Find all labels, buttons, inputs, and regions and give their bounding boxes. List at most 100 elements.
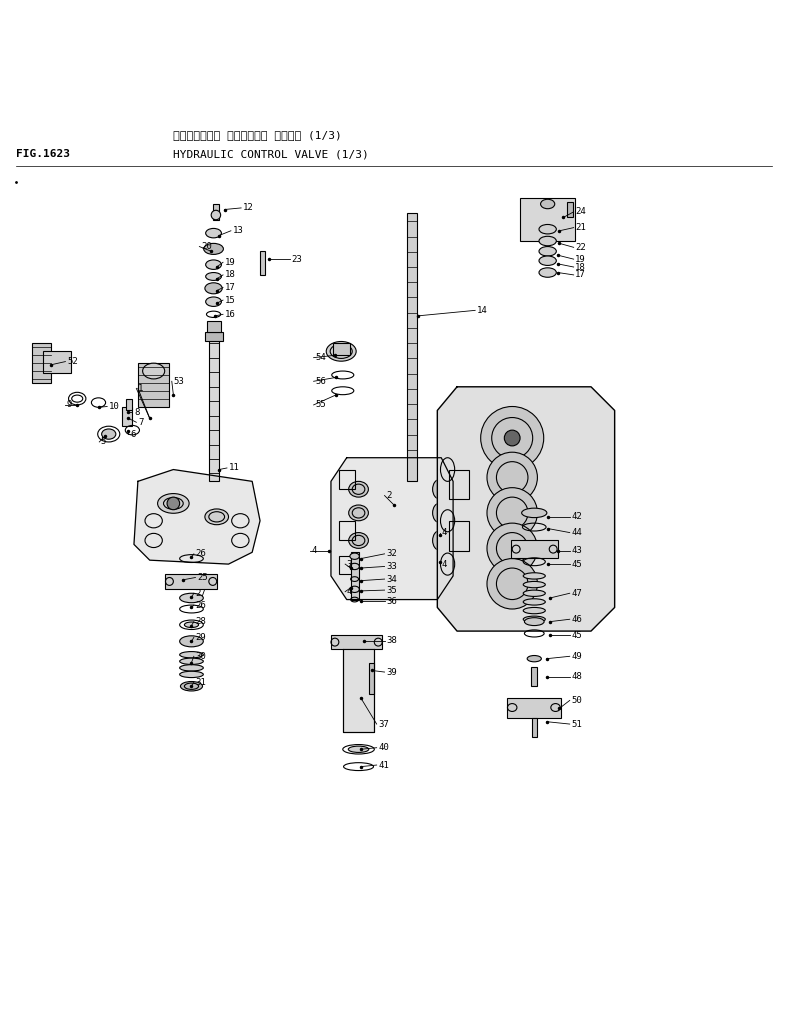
Ellipse shape xyxy=(539,236,556,245)
Ellipse shape xyxy=(539,256,556,266)
Ellipse shape xyxy=(102,429,116,439)
Ellipse shape xyxy=(541,199,555,209)
Ellipse shape xyxy=(539,224,556,234)
Text: 53: 53 xyxy=(173,377,184,386)
Text: 7: 7 xyxy=(138,418,143,427)
Circle shape xyxy=(487,452,537,503)
Bar xyxy=(122,406,132,426)
Text: 4: 4 xyxy=(311,546,317,556)
Ellipse shape xyxy=(180,682,203,691)
Polygon shape xyxy=(437,387,615,631)
Text: 12: 12 xyxy=(243,203,254,212)
Text: 56: 56 xyxy=(315,377,326,386)
Text: 45: 45 xyxy=(571,560,582,569)
Bar xyxy=(126,399,132,410)
Bar xyxy=(567,202,573,217)
Text: 51: 51 xyxy=(571,719,582,728)
Text: 1: 1 xyxy=(138,384,143,393)
Text: 14: 14 xyxy=(477,306,488,315)
Text: 4: 4 xyxy=(441,528,447,537)
Bar xyxy=(32,343,51,383)
Text: 48: 48 xyxy=(571,673,582,682)
Ellipse shape xyxy=(206,228,221,238)
Ellipse shape xyxy=(158,494,189,513)
Bar xyxy=(138,364,169,406)
Ellipse shape xyxy=(206,297,221,306)
Text: HYDRAULIC CONTROL VALVE (1/3): HYDRAULIC CONTROL VALVE (1/3) xyxy=(173,149,369,160)
Text: 17: 17 xyxy=(575,271,586,280)
Ellipse shape xyxy=(348,746,369,752)
Ellipse shape xyxy=(348,505,369,521)
Text: 5: 5 xyxy=(101,437,106,446)
Text: 8: 8 xyxy=(134,407,139,416)
Text: 23: 23 xyxy=(292,255,303,264)
Ellipse shape xyxy=(523,616,545,622)
Bar xyxy=(209,335,219,482)
Ellipse shape xyxy=(180,665,203,671)
Text: 18: 18 xyxy=(575,263,586,272)
Bar xyxy=(205,331,223,341)
Circle shape xyxy=(504,430,520,445)
Text: 41: 41 xyxy=(378,761,389,770)
Text: 3: 3 xyxy=(347,560,352,569)
Text: 47: 47 xyxy=(571,589,582,598)
Text: 33: 33 xyxy=(386,562,397,571)
Ellipse shape xyxy=(539,246,556,256)
Ellipse shape xyxy=(180,651,203,658)
Ellipse shape xyxy=(203,243,224,255)
Text: 52: 52 xyxy=(67,358,78,366)
Ellipse shape xyxy=(527,655,541,662)
Text: 4: 4 xyxy=(441,560,447,569)
Bar xyxy=(333,343,350,356)
Circle shape xyxy=(487,488,537,538)
Text: 34: 34 xyxy=(386,575,397,584)
Ellipse shape xyxy=(523,590,545,597)
Text: ハイドロリック コントロール バルブ゜ (1/3): ハイドロリック コントロール バルブ゜ (1/3) xyxy=(173,129,342,139)
Text: 6: 6 xyxy=(130,429,136,438)
Ellipse shape xyxy=(433,530,447,550)
Ellipse shape xyxy=(348,482,369,497)
Text: 10: 10 xyxy=(109,402,120,411)
Circle shape xyxy=(487,559,537,609)
Text: 29: 29 xyxy=(195,633,206,642)
Bar xyxy=(532,718,537,737)
Bar xyxy=(260,251,265,275)
Bar xyxy=(531,667,537,686)
Text: 42: 42 xyxy=(571,512,582,521)
Bar xyxy=(511,540,558,558)
Text: 46: 46 xyxy=(571,615,582,624)
Text: 19: 19 xyxy=(575,255,586,264)
Ellipse shape xyxy=(180,593,203,603)
Ellipse shape xyxy=(350,553,359,560)
Ellipse shape xyxy=(180,672,203,678)
Text: 27: 27 xyxy=(195,589,206,598)
Bar xyxy=(213,204,219,220)
Ellipse shape xyxy=(433,503,447,523)
Text: 11: 11 xyxy=(229,464,240,473)
Ellipse shape xyxy=(523,573,545,579)
Text: 25: 25 xyxy=(197,573,208,582)
Text: 26: 26 xyxy=(195,601,206,610)
Ellipse shape xyxy=(205,283,222,294)
Text: 38: 38 xyxy=(386,636,397,645)
Bar xyxy=(207,320,221,332)
Ellipse shape xyxy=(523,599,545,605)
Text: 22: 22 xyxy=(575,242,586,251)
Ellipse shape xyxy=(211,210,221,220)
Ellipse shape xyxy=(522,508,547,517)
Text: 43: 43 xyxy=(571,546,582,556)
Text: 26: 26 xyxy=(195,549,206,559)
Text: 24: 24 xyxy=(575,207,586,216)
Ellipse shape xyxy=(206,273,221,281)
Polygon shape xyxy=(134,470,260,565)
Circle shape xyxy=(487,523,537,574)
Text: 39: 39 xyxy=(386,668,397,677)
Text: 20: 20 xyxy=(201,242,212,251)
Ellipse shape xyxy=(326,341,356,362)
Ellipse shape xyxy=(180,659,203,665)
Bar xyxy=(507,698,561,718)
Bar xyxy=(520,198,575,241)
Bar xyxy=(351,552,359,600)
Ellipse shape xyxy=(523,607,545,614)
Ellipse shape xyxy=(433,480,447,499)
